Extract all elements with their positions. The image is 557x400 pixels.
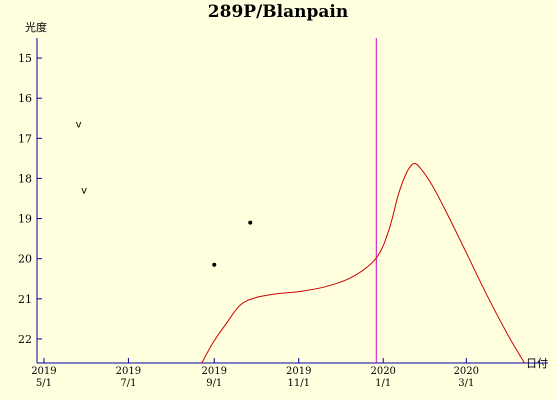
x-tick-label-date: 3/1 — [458, 378, 474, 389]
x-tick-label-date: 5/1 — [36, 378, 52, 389]
upper-limit-mark: v — [76, 119, 82, 130]
x-tick-label-date: 7/1 — [120, 378, 136, 389]
y-tick-label: 17 — [18, 132, 32, 145]
x-tick-label-date: 9/1 — [206, 378, 222, 389]
y-tick-label: 20 — [18, 253, 32, 266]
observation-point — [248, 220, 253, 225]
x-tick-label-year: 2019 — [286, 366, 311, 377]
x-tick-label-date: 11/1 — [287, 378, 309, 389]
y-tick-label: 16 — [18, 92, 32, 105]
plot-layer: 151617181920212220195/120197/120199/1201… — [18, 38, 548, 389]
x-tick-label-year: 2020 — [370, 366, 395, 377]
y-axis-label: 光度 — [25, 20, 47, 34]
y-tick-label: 18 — [18, 172, 32, 185]
predicted-magnitude-curve — [201, 162, 525, 364]
x-tick-label-year: 2019 — [202, 366, 227, 377]
x-tick-label-year: 2019 — [116, 366, 141, 377]
y-tick-label: 19 — [18, 213, 32, 226]
y-tick-label: 15 — [18, 52, 32, 65]
y-tick-label: 21 — [18, 293, 32, 306]
x-tick-label-year: 2020 — [454, 366, 479, 377]
observation-point — [212, 262, 217, 267]
upper-limit-mark: v — [81, 185, 87, 196]
x-tick-label-year: 2019 — [31, 366, 56, 377]
y-tick-label: 22 — [18, 333, 32, 346]
x-tick-label-date: 1/1 — [375, 378, 391, 389]
chart-title: 289P/Blanpain — [208, 2, 348, 22]
